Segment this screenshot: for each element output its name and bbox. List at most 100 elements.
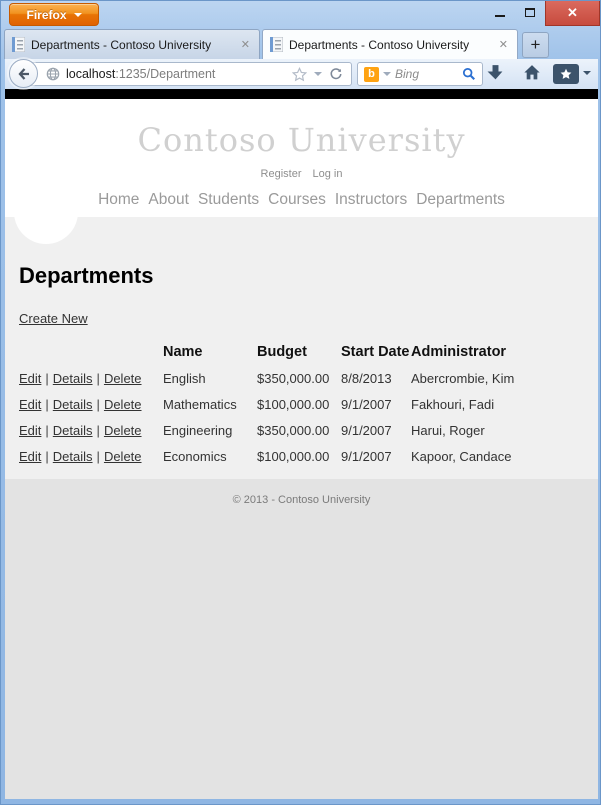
nav-instructors[interactable]: Instructors (334, 191, 408, 208)
table-row: Edit | Details | Delete Economics $100,000.0… (19, 444, 584, 470)
main-nav: Home About Students Courses Instructors … (5, 191, 598, 209)
page-header: Contoso University Register Log in Home … (5, 99, 598, 217)
cell-budget: $350,000.00 (257, 423, 330, 438)
tab-close-icon[interactable]: ✕ (240, 39, 250, 51)
cell-start-date: 9/1/2007 (341, 423, 392, 438)
downloads-button[interactable] (487, 64, 504, 81)
cell-administrator: Kapoor, Candace (411, 449, 512, 464)
action-separator: | (96, 397, 100, 412)
edit-link[interactable]: Edit (19, 449, 42, 464)
refresh-icon[interactable] (329, 67, 343, 81)
edit-link[interactable]: Edit (19, 397, 42, 412)
table-row: Edit | Details | Delete Mathematics $100,000… (19, 392, 584, 418)
action-separator: | (96, 449, 100, 464)
download-arrow-icon (487, 65, 503, 80)
cell-name: Engineering (163, 423, 233, 438)
tab-departments-active[interactable]: Departments - Contoso University ✕ (262, 29, 518, 59)
bookmark-star-icon[interactable] (292, 66, 307, 82)
globe-icon (46, 67, 60, 81)
cell-budget: $350,000.00 (257, 371, 330, 386)
cell-administrator: Fakhouri, Fadi (411, 397, 495, 412)
action-separator: | (45, 449, 49, 464)
delete-link[interactable]: Delete (103, 423, 142, 438)
bookmarks-menu-button[interactable] (553, 64, 579, 84)
title-bar: Firefox ✕ (1, 1, 600, 29)
action-separator: | (45, 397, 49, 412)
register-link[interactable]: Register (260, 168, 302, 180)
search-placeholder: Bing (395, 67, 420, 81)
login-link[interactable]: Log in (312, 168, 343, 180)
page-top-band (5, 89, 598, 99)
page-favicon-icon (270, 37, 283, 52)
departments-table: Name Budget Start Date Administrator Edi… (19, 344, 584, 470)
navigation-toolbar: localhost:1235/Department b Bing (5, 59, 598, 89)
urlbar-dropdown-icon[interactable] (314, 72, 322, 76)
cell-name: Mathematics (163, 397, 237, 412)
back-button[interactable] (9, 59, 38, 88)
edit-link[interactable]: Edit (19, 423, 42, 438)
main-content: Departments Create New Name Budget Start… (5, 180, 598, 479)
details-link[interactable]: Details (52, 449, 93, 464)
table-row: Edit | Details | Delete English $350,000.00 … (19, 366, 584, 392)
minimize-icon (495, 15, 505, 17)
bookmarks-star-icon (560, 68, 572, 79)
page-favicon-icon (12, 37, 25, 52)
home-icon (524, 65, 540, 80)
details-link[interactable]: Details (52, 397, 93, 412)
url-domain: localhost (66, 67, 116, 81)
cell-administrator: Harui, Roger (411, 423, 485, 438)
nav-about[interactable]: About (148, 191, 189, 208)
header-actions (19, 344, 163, 366)
close-icon: ✕ (567, 5, 578, 20)
tab-close-icon[interactable]: ✕ (498, 39, 508, 51)
header-budget: Budget (257, 344, 307, 360)
nav-home[interactable]: Home (98, 191, 140, 208)
bookmarks-dropdown[interactable] (583, 71, 591, 75)
urlbar-controls (292, 66, 343, 82)
maximize-button[interactable] (515, 1, 545, 23)
nav-courses[interactable]: Courses (268, 191, 326, 208)
search-box[interactable]: b Bing (357, 62, 483, 86)
cell-name: English (163, 371, 206, 386)
tab-title: Departments - Contoso University (289, 37, 470, 52)
firefox-menu-button[interactable]: Firefox (9, 3, 99, 26)
details-link[interactable]: Details (52, 423, 93, 438)
cell-start-date: 9/1/2007 (341, 449, 392, 464)
bing-engine-icon[interactable]: b (364, 66, 379, 82)
home-button[interactable] (523, 64, 541, 81)
delete-link[interactable]: Delete (103, 449, 142, 464)
nav-departments[interactable]: Departments (416, 191, 505, 208)
window-controls: ✕ (485, 1, 600, 26)
action-separator: | (45, 423, 49, 438)
chevron-down-icon (73, 12, 82, 17)
nav-students[interactable]: Students (197, 191, 260, 208)
row-actions: Edit | Details | Delete (19, 418, 163, 444)
row-actions: Edit | Details | Delete (19, 444, 163, 470)
delete-link[interactable]: Delete (103, 397, 142, 412)
tab-title: Departments - Contoso University (31, 37, 212, 52)
action-separator: | (96, 423, 100, 438)
cell-administrator: Abercrombie, Kim (411, 371, 515, 386)
search-engine-dropdown-icon[interactable] (383, 72, 391, 76)
close-button[interactable]: ✕ (545, 1, 600, 26)
header-start-date: Start Date (341, 344, 410, 360)
decorative-circle (14, 180, 78, 244)
search-go-button[interactable] (462, 67, 476, 81)
table-header-row: Name Budget Start Date Administrator (19, 344, 584, 366)
chevron-down-icon (583, 71, 591, 75)
cell-name: Economics (163, 449, 227, 464)
action-separator: | (45, 371, 49, 386)
create-new-link[interactable]: Create New (19, 311, 88, 326)
url-path: :1235/Department (115, 67, 216, 81)
new-tab-button[interactable]: + (522, 32, 549, 58)
page-title: Departments (19, 263, 154, 288)
url-bar[interactable]: localhost:1235/Department (23, 62, 352, 86)
details-link[interactable]: Details (52, 371, 93, 386)
site-title: Contoso University (137, 121, 466, 159)
cell-start-date: 8/8/2013 (341, 371, 392, 386)
edit-link[interactable]: Edit (19, 371, 42, 386)
tab-departments-inactive[interactable]: Departments - Contoso University ✕ (4, 29, 260, 59)
delete-link[interactable]: Delete (103, 371, 142, 386)
minimize-button[interactable] (485, 1, 515, 23)
